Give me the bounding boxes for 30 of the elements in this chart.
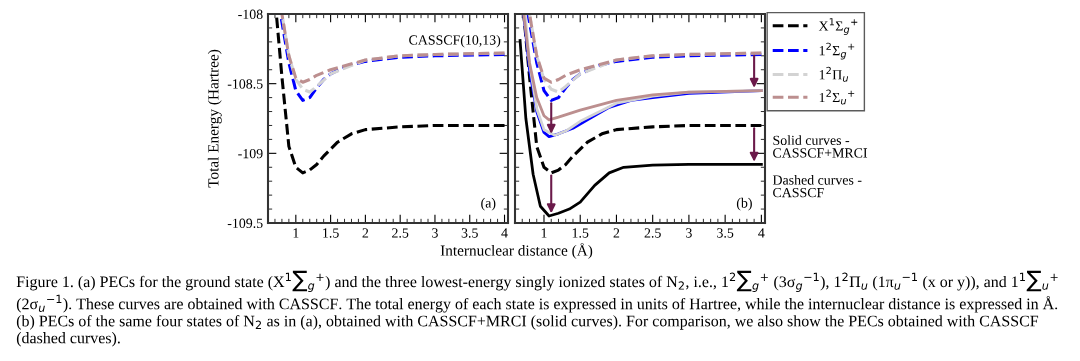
text: Dashed curves - CASSCF [772,174,862,198]
y-tick-label: -109 [238,148,263,159]
text: Figure 1. (a) PECs for the ground state (X$^{1}$∑$_{g}$$^{+}$) and the three lowest-energy singly ionized states of N$_{2}$, i.e., 1$^{2}$∑$_{g}$$^{+}$ (3σ$_{g}$$^{−1}$), 1$^{2}$Π$_{u}$ (1π$_{u}$$^{−1}$ (x or y)), and 1$^{1}$∑$_{u}$$^{+}$ (2σ$_{u}$$^{−1}$). These curves are obtained with CASSCF. The total energy of each state is expressed in units of Hartree, while the internuclear distance is expressed in Å. (b) PECs of the same four states of N$_{2}$ as in (a), obtained with CASSCF+MRCI (solid curves). For comparison, we also show the PECs obtained with CASSCF (dashed curves). [16,270,1058,347]
x-tick-label: 3.5 [461,228,478,238]
x-tick-label: 4 [758,228,765,238]
legend-label: 1$^{2}$Σ$_{g}$$^{+}$ [819,42,855,60]
x-tick-label: 3.5 [717,228,734,238]
annotation: (b) [736,197,752,211]
x-tick-label: 2 [613,228,620,238]
text: Solid curves - CASSCF+MRCI [773,135,868,158]
x-tick-label: 1.5 [572,228,589,238]
x-tick-label: 1 [541,228,547,238]
x-tick-label: 3 [432,228,438,238]
x-tick-label: 1.5 [323,228,339,238]
x-tick-label: 4 [501,228,508,238]
y-tick-label: -109.5 [227,218,263,229]
y-axis-title: Total Energy (Hartree) [207,49,222,188]
x-tick-label: 1 [293,228,299,238]
legend-label: 1$^{2}$Π$_{u}$ [819,66,849,82]
x-tick-label: 2 [362,228,369,238]
annotation: (a) [481,197,496,211]
legend-label: 1$^{2}$Σ$_{u}$$^{+}$ [819,89,855,105]
x-tick-label: 2.5 [392,228,409,238]
y-tick-label: -108.5 [227,79,263,89]
x-tick-label: 2.5 [644,228,661,238]
y-tick-label: -108 [238,9,263,19]
x-tick-label: 3 [686,228,692,238]
annotation: CASSCF(10,13) [409,34,501,48]
legend-label: X$^{1}$Σ$_{g}$$^{+}$ [818,18,858,35]
x-axis-title: Internuclear distance (Å) [440,242,593,259]
